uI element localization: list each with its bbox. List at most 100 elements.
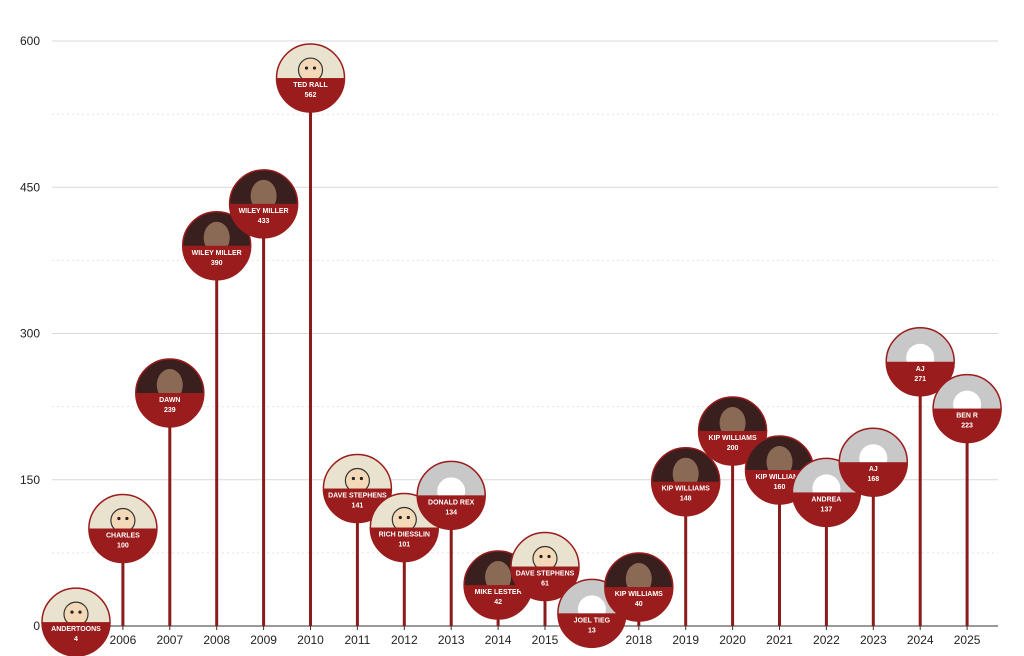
bubble-photo [88,494,157,563]
bubble-name-label: DAVE STEPHENS [328,493,387,500]
x-tick-label: 2009 [250,633,277,647]
bubble-name-label: WILEY MILLER [239,208,289,215]
bubble-value-label: 4 [74,636,78,643]
bubble-value-label: 160 [774,484,786,491]
x-tick-label: 2010 [297,633,324,647]
bubble-outline [322,453,393,524]
bubble-value-label: 271 [914,376,926,383]
bubble-value-label: 40 [635,601,643,608]
bubble-value-label: 61 [541,581,549,588]
x-tick-label: 2014 [485,633,512,647]
bubble-value-label: 141 [352,503,364,510]
bubble-name-label: MIKE LESTER [475,589,522,596]
bubble-outline [510,531,580,602]
bubble[interactable]: WILEY MILLER 433 [228,169,299,239]
bubble-outline [275,43,346,113]
bubble-outline [88,493,158,564]
bubble-name-label: KIP WILLIAMS [615,591,663,598]
bubble-name-label: BEN R [956,413,978,420]
bubble-outline [228,169,299,239]
x-tick-label: 2007 [156,633,183,647]
bubble-outline [697,396,768,466]
x-tick-label: 2023 [860,633,887,647]
y-tick-label: 600 [20,34,40,48]
bubble-outline [838,427,909,497]
x-tick-label: 2024 [907,633,934,647]
bubble[interactable]: CHARLES 100 [88,493,158,564]
x-tick-label: 2008 [203,633,230,647]
x-tick-label: 2013 [438,633,465,647]
bubble[interactable]: TED RALL 562 [275,43,346,113]
bubble-photo [276,44,345,113]
bubble-value-label: 42 [494,599,502,606]
bubble-name-label: JOEL TIEG [574,617,611,624]
bubble-name-label: RICH DIESSLIN [379,532,430,539]
x-tick-label: 2022 [813,633,840,647]
bubble[interactable]: DAWN 239 [135,358,205,428]
x-tick-label: 2012 [391,633,418,647]
bubble-outline [135,358,205,428]
y-tick-label: 0 [33,619,40,633]
bubble-name-label: KIP WILLIAMS [755,474,803,481]
bubble-outline [416,460,486,531]
y-axis: 0 150 300 450 600 [20,34,40,633]
x-tick-label: 2019 [672,633,699,647]
bubble-value-label: 223 [961,423,973,430]
bubble-outline [41,587,111,656]
bubble-value-label: 239 [164,407,176,414]
bubble-photo [511,532,579,601]
bubble-value-label: 100 [117,543,129,550]
x-tick-label: 2021 [766,633,793,647]
x-tick-label: 2025 [954,633,981,647]
bubble[interactable]: AJ 168 [838,427,909,497]
x-tick-label: 2006 [110,633,137,647]
bubble-photo [933,374,1002,443]
bubble-name-label: ANDERTOONS [51,626,101,633]
bubble-outline [604,552,674,622]
bubble-name-label: KIP WILLIAMS [709,435,757,442]
bubble-outline [181,211,252,281]
x-tick-label: 2015 [532,633,559,647]
bubble-name-label: DONALD REX [428,499,475,506]
bubble-value-label: 134 [445,509,457,516]
x-axis: 2005200620072008200920102011201220132014… [52,625,998,647]
bubble-name-label: ANDREA [811,496,841,503]
bubble-value-label: 148 [680,496,692,503]
bubble-name-label: DAVE STEPHENS [516,571,575,578]
bubble[interactable]: KIP WILLIAMS 148 [650,446,721,517]
bubble[interactable]: BEN R 223 [932,373,1002,444]
x-tick-label: 2020 [719,633,746,647]
bubbles: ANDERTOONS 4 CHARLES 100 DAWN 239 WILEY MILLER… [41,43,1002,656]
x-tick-label: 2011 [344,633,370,647]
bubble-name-label: WILEY MILLER [192,250,242,257]
bubble-name-label: KIP WILLIAMS [662,486,710,493]
y-tick-label: 150 [20,473,40,487]
bubble-name-label: TED RALL [293,82,328,89]
y-tick-label: 450 [20,180,40,194]
bubble[interactable]: KIP WILLIAMS 40 [604,552,674,622]
bubble-value-label: 433 [258,218,270,225]
bubble-value-label: 200 [727,445,739,452]
bubble-value-label: 137 [821,506,833,513]
bubble-outline [885,327,955,397]
bubble-name-label: CHARLES [106,533,140,540]
bubble-value-label: 101 [398,542,410,549]
bubble-name-label: AJ [869,466,878,473]
bubble[interactable]: DAVE STEPHENS 61 [510,531,580,602]
bubble-outline [650,446,721,517]
bubble-value-label: 168 [867,476,879,483]
bubble-value-label: 390 [211,260,223,267]
bubble-name-label: DAWN [159,397,180,404]
bubble-photo [135,358,204,427]
bubble[interactable]: DONALD REX 134 [416,460,486,531]
y-tick-label: 300 [20,327,40,341]
bubble-outline [932,373,1002,444]
bubble[interactable]: ANDERTOONS 4 [41,587,111,656]
bubble-name-label: AJ [916,366,925,373]
x-tick-label: 2018 [625,633,652,647]
bubble-photo [417,461,486,530]
bubble-value-label: 562 [305,92,317,99]
bubble-value-label: 13 [588,627,596,634]
bubble-photo [604,553,673,621]
